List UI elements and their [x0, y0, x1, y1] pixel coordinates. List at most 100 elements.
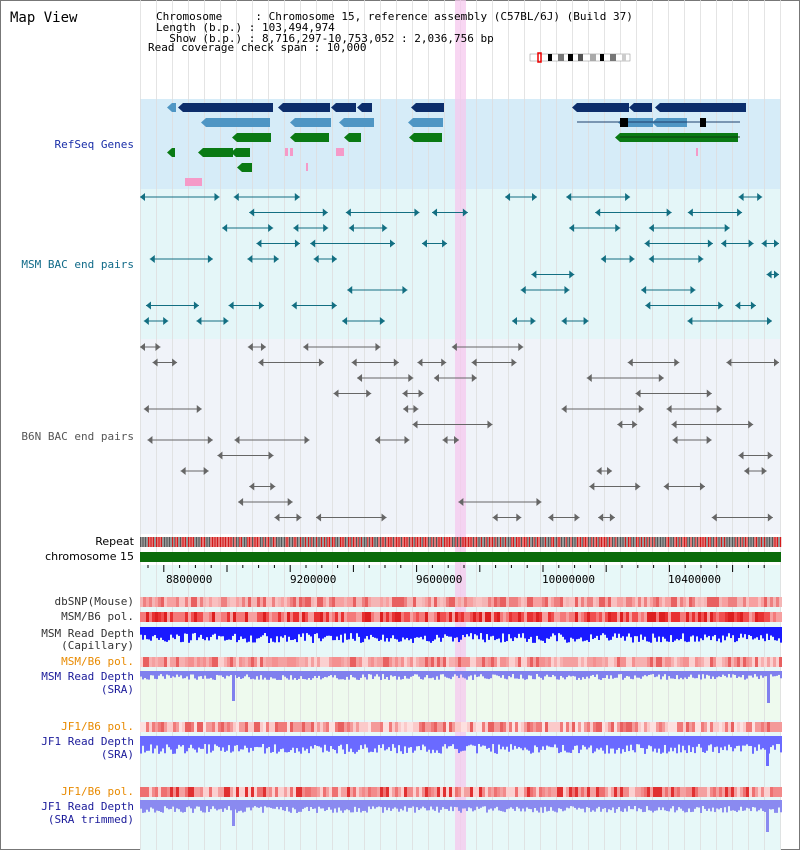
jf1-pol-heat — [761, 722, 764, 732]
msm-sra-depth — [742, 671, 744, 675]
jf1-pol-heat — [416, 722, 419, 732]
jf1-pol-heat — [518, 787, 521, 797]
jf1-sra-depth — [424, 736, 426, 747]
jf1-sra-depth — [464, 736, 466, 751]
msm-sra-depth — [686, 671, 688, 679]
b6n-bac-pair-end — [258, 358, 264, 367]
msm-pol-heat — [764, 657, 767, 667]
label-msm-read-depth-cap[interactable]: MSM Read Depth — [41, 627, 134, 640]
msm-pol-heat — [323, 657, 326, 667]
jf1-pol-heat — [674, 787, 677, 797]
label-jf1-b6-pol-1[interactable]: JF1/B6 pol. — [61, 720, 134, 733]
msm-sra-depth — [556, 671, 558, 680]
chromosome-ideogram[interactable] — [528, 52, 633, 64]
jf1-sra-depth — [176, 736, 178, 749]
jf1-pol-heat — [248, 787, 251, 797]
label-jf1-read-depth-trim[interactable]: JF1 Read Depth — [41, 800, 134, 813]
msm-cap-depth — [392, 627, 394, 636]
repeat-mark — [378, 537, 380, 547]
jf1-sra-depth — [180, 736, 182, 747]
jf1-pol-heat — [209, 787, 212, 797]
jf1-trim-depth — [344, 800, 346, 811]
dbsnp-heat — [701, 597, 704, 607]
jf1-pol-heat — [248, 722, 251, 732]
jf1-trim-depth — [762, 800, 764, 812]
repeat-mark — [341, 537, 343, 547]
msm-pol-heat — [581, 612, 584, 622]
jf1-trim-depth — [662, 800, 664, 808]
jf1-trim-depth — [672, 800, 674, 807]
msm-sra-depth — [550, 671, 552, 678]
jf1-trim-depth — [758, 800, 760, 811]
msm-cap-depth — [260, 627, 262, 637]
msm-bac-pair-end — [414, 208, 420, 217]
msm-sra-depth — [296, 671, 298, 680]
msm-pol-heat — [353, 657, 356, 667]
msm-pol-heat — [257, 657, 260, 667]
jf1-sra-depth — [246, 736, 248, 748]
repeat-mark — [436, 537, 438, 547]
msm-cap-depth — [496, 627, 498, 640]
jf1-pol-heat — [170, 787, 173, 797]
label-jf1-b6-pol-2[interactable]: JF1/B6 pol. — [61, 785, 134, 798]
jf1-trim-depth — [184, 800, 186, 812]
jf1-trim-depth — [514, 800, 516, 811]
msm-sra-depth — [352, 671, 354, 678]
jf1-trim-depth — [480, 800, 482, 808]
jf1-pol-heat — [359, 722, 362, 732]
jf1-trim-depth — [734, 800, 736, 811]
gene-navy — [660, 103, 746, 112]
msm-bac-pair-end — [196, 317, 202, 325]
repeat-mark — [493, 537, 495, 547]
jf1-pol-heat — [497, 787, 500, 797]
dbsnp-heat — [545, 597, 548, 607]
jf1-pol-heat — [362, 722, 365, 732]
jf1-sra-depth — [210, 736, 212, 753]
msm-pol-heat — [446, 612, 449, 622]
jf1-pol-heat — [365, 787, 368, 797]
jf1-trim-depth — [142, 800, 144, 813]
b6n-bac-pair-end — [458, 498, 464, 506]
jf1-pol-heat — [701, 722, 704, 732]
msm-cap-depth — [256, 627, 258, 639]
msm-pol-heat — [632, 612, 635, 622]
repeat-mark — [205, 537, 207, 547]
msm-pol-heat — [212, 612, 215, 622]
jf1-trim-depth — [564, 800, 566, 811]
jf1-trim-depth — [338, 800, 340, 808]
msm-bac-pair-end — [322, 208, 328, 217]
label-msm-b6-pol-1[interactable]: MSM/B6 pol. — [61, 610, 134, 623]
msm-pol-heat — [188, 657, 191, 667]
msm-sra-depth — [178, 671, 180, 677]
msm-sra-depth — [188, 671, 190, 680]
msm-cap-depth — [388, 627, 390, 642]
msm-cap-depth — [344, 627, 346, 634]
label-jf1-read-depth-sra[interactable]: JF1 Read Depth — [41, 735, 134, 748]
label-b6n-bac[interactable]: B6N BAC end pairs — [21, 430, 134, 443]
repeat-mark — [220, 537, 222, 547]
jf1-trim-depth — [778, 800, 780, 808]
repeat-mark — [188, 537, 190, 547]
jf1-pol-heat — [695, 787, 698, 797]
msm-bac-pair-end — [738, 193, 744, 201]
label-dbsnp[interactable]: dbSNP(Mouse) — [54, 595, 134, 608]
msm-sra-depth — [524, 671, 526, 680]
jf1-pol-heat — [302, 787, 305, 797]
repeat-mark — [415, 537, 417, 547]
label-msm-bac[interactable]: MSM BAC end pairs — [21, 258, 134, 271]
label-msm-read-depth-sra[interactable]: MSM Read Depth — [41, 670, 134, 683]
jf1-pol-heat — [563, 787, 566, 797]
jf1-pol-heat — [140, 787, 143, 797]
jf1-pol-heat — [743, 787, 746, 797]
jf1-trim-depth — [680, 800, 682, 809]
msm-pol-heat — [704, 612, 707, 622]
jf1-pol-heat — [275, 722, 278, 732]
jf1-pol-heat — [419, 722, 422, 732]
label-refseq-genes[interactable]: RefSeq Genes — [54, 138, 134, 151]
msm-bac-pair-end — [145, 301, 151, 310]
msm-cap-depth — [742, 627, 744, 638]
label-msm-b6-pol-2[interactable]: MSM/B6 pol. — [61, 655, 134, 668]
jf1-sra-depth — [552, 736, 554, 748]
repeat-mark — [570, 537, 572, 547]
